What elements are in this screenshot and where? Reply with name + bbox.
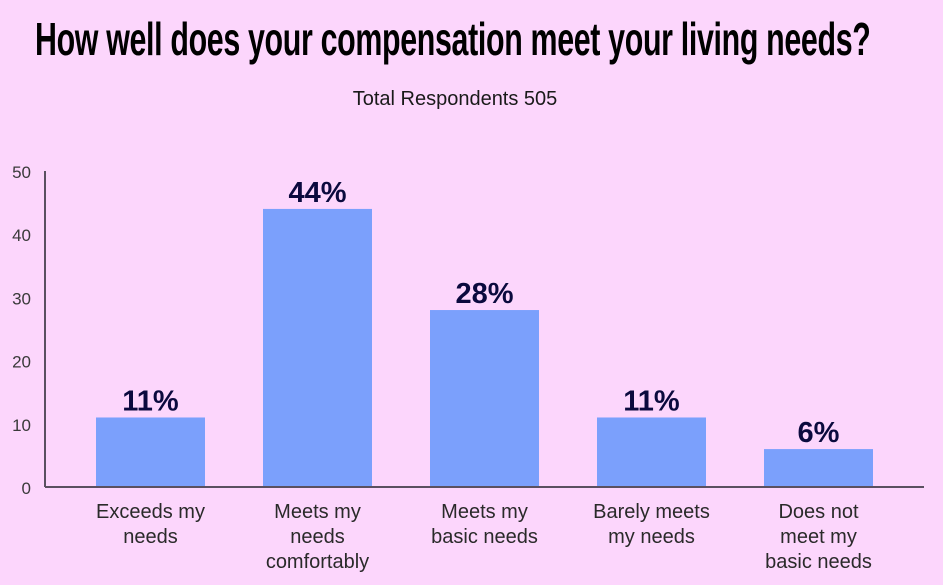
- x-tick-label: Meets my basic needs: [431, 501, 538, 548]
- x-tick-label-line: meet my: [780, 526, 857, 548]
- x-tick-label: Meets my needs comfortably: [266, 501, 369, 573]
- bar: [764, 449, 873, 487]
- x-tick-label-line: Meets my: [274, 501, 361, 523]
- x-tick-label-line: Exceeds my: [96, 501, 205, 523]
- x-tick-label-line: needs: [290, 526, 345, 548]
- data-label: 11%: [122, 385, 179, 417]
- bar: [263, 208, 372, 488]
- x-tick-label: Barely meets my needs: [593, 501, 710, 548]
- data-label: 28%: [455, 278, 513, 310]
- x-tick-label-line: Meets my: [441, 501, 528, 523]
- x-tick-label-line: basic needs: [765, 551, 872, 573]
- y-tick-label: 0: [22, 479, 31, 498]
- bar: [430, 310, 539, 487]
- data-label: 44%: [288, 177, 346, 209]
- y-tick-label: 30: [12, 289, 31, 308]
- x-tick-label-line: needs: [123, 526, 178, 548]
- y-tick-label: 10: [12, 416, 31, 435]
- x-tick-label-line: comfortably: [266, 551, 369, 573]
- data-label: 6%: [798, 417, 840, 449]
- x-tick-label-line: basic needs: [431, 526, 538, 548]
- x-tick-label: Does not meet my basic needs: [765, 501, 872, 573]
- chart-title: How well does your compensation meet you…: [35, 13, 871, 65]
- x-tick-label: Exceeds my needs: [96, 501, 205, 548]
- bar: [96, 417, 205, 487]
- bar: [597, 417, 706, 487]
- chart-subtitle: Total Respondents 505: [352, 88, 558, 110]
- x-tick-label-line: my needs: [608, 526, 695, 548]
- x-tick-label-line: Barely meets: [593, 501, 710, 523]
- x-tick-label-line: Does not: [778, 501, 858, 523]
- y-tick-label: 20: [12, 353, 31, 372]
- y-tick-label: 50: [12, 163, 31, 182]
- y-tick-label: 40: [12, 226, 31, 245]
- data-label: 11%: [623, 385, 680, 417]
